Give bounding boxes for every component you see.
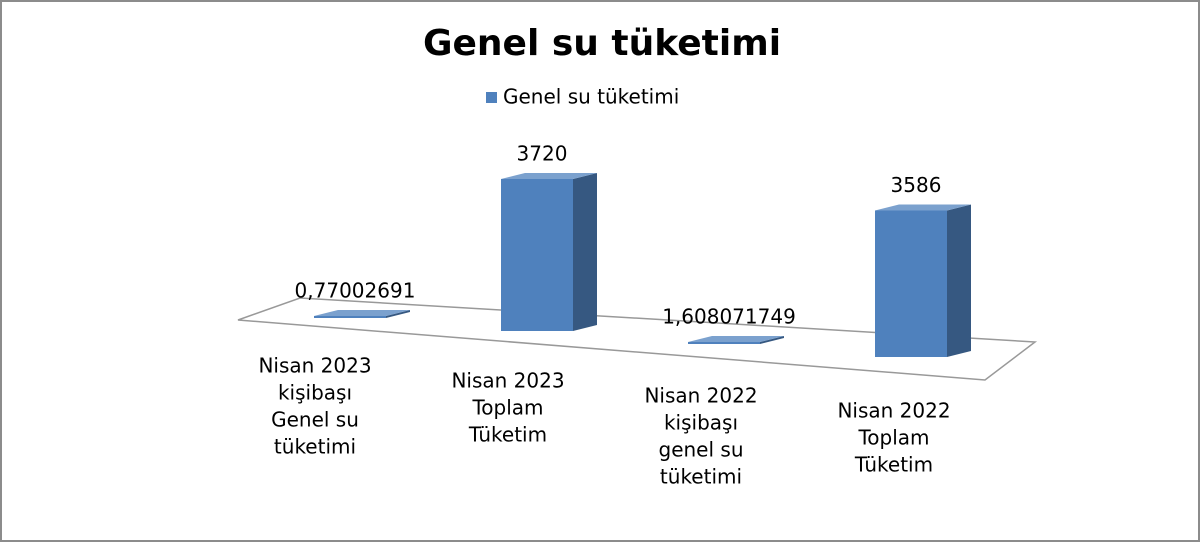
bar-side bbox=[947, 204, 971, 357]
bar-top bbox=[501, 173, 597, 179]
x-tick-label: genel su bbox=[659, 438, 744, 462]
bar-front bbox=[875, 210, 947, 357]
data-label: 0,77002691 bbox=[295, 279, 416, 303]
x-tick-label: tüketimi bbox=[274, 435, 356, 459]
chart-title: Genel su tüketimi bbox=[423, 23, 781, 64]
x-tick-label: kişibaşı bbox=[664, 411, 738, 435]
x-tick-label: Toplam bbox=[471, 396, 543, 420]
x-tick-label: kişibaşı bbox=[278, 381, 352, 405]
x-tick-label: Tüketim bbox=[854, 453, 933, 477]
x-tick-label: tüketimi bbox=[660, 465, 742, 489]
bar-top bbox=[688, 336, 784, 342]
legend-label: Genel su tüketimi bbox=[503, 85, 679, 109]
bar-top bbox=[875, 204, 971, 211]
data-label: 3720 bbox=[517, 142, 568, 166]
bar-front bbox=[688, 342, 760, 344]
x-tick-label: Genel su bbox=[271, 408, 359, 432]
x-tick-label: Nisan 2023 bbox=[451, 369, 564, 393]
data-label: 3586 bbox=[891, 173, 942, 197]
legend-swatch bbox=[486, 92, 497, 103]
bar-top bbox=[314, 310, 410, 316]
bar bbox=[501, 173, 597, 331]
x-tick-label: Nisan 2023 bbox=[258, 354, 371, 378]
x-tick-label: Nisan 2022 bbox=[837, 399, 950, 423]
bar-side bbox=[573, 173, 597, 331]
x-tick-label: Tüketim bbox=[468, 423, 547, 447]
x-tick-label: Toplam bbox=[857, 426, 929, 450]
bar-front bbox=[501, 179, 573, 331]
bar bbox=[688, 336, 784, 344]
bar bbox=[314, 310, 410, 318]
x-tick-label: Nisan 2022 bbox=[644, 384, 757, 408]
floor bbox=[237, 297, 1038, 381]
bar-front bbox=[314, 316, 386, 318]
data-label: 1,608071749 bbox=[662, 305, 796, 329]
bar-side bbox=[386, 310, 410, 318]
bar-side bbox=[760, 336, 784, 344]
bar bbox=[875, 204, 971, 357]
